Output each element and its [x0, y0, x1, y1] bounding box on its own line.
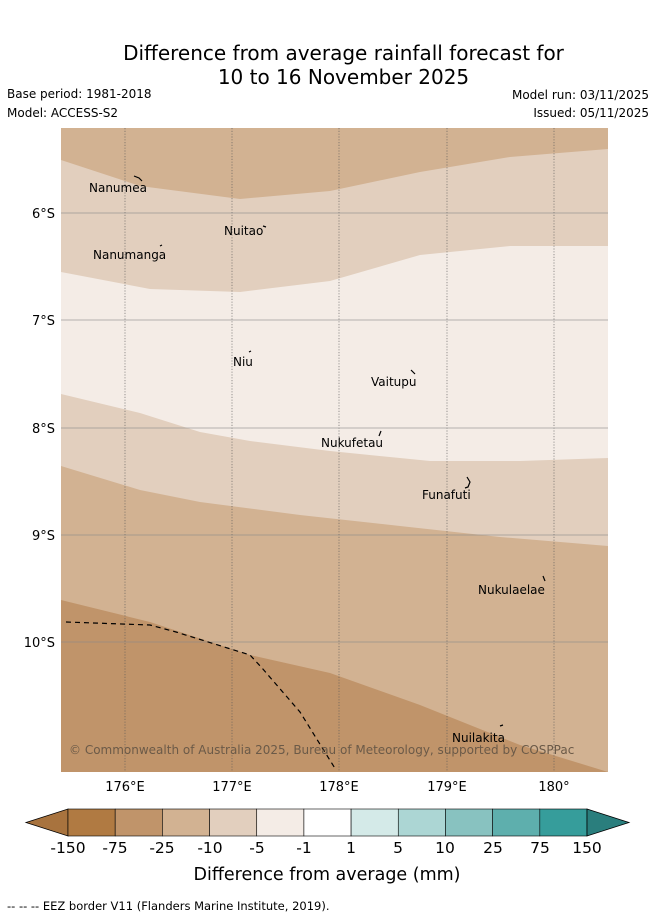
lon-label-178: 178°E [319, 780, 359, 795]
band-minus5 [61, 246, 608, 461]
island-nukulaelae [542, 575, 546, 582]
colorbar-arrow-low [24, 808, 69, 837]
legend-tick-minus5: -5 [249, 839, 264, 857]
legend-label: Difference from average (mm) [193, 865, 460, 885]
title-line-2: 10 to 16 November 2025 [217, 65, 470, 89]
legend-tick-minus75: -75 [102, 839, 127, 857]
place-nuitao: Nuitao [224, 224, 263, 238]
colorbar-segment [67, 808, 116, 837]
island-nanumea [133, 175, 143, 182]
island-niu [248, 350, 252, 353]
legend-tick-25: 25 [483, 839, 503, 857]
colorbar-segment [303, 808, 352, 837]
eez-border [65, 621, 337, 771]
place-vaitupu: Vaitupu [371, 375, 417, 389]
legend-tick-75: 75 [530, 839, 550, 857]
island-nuitao [262, 225, 267, 228]
island-nukufetau [378, 430, 382, 437]
place-nuilakita: Nuilakita [452, 731, 505, 745]
colorbar-segment [492, 808, 541, 837]
legend-tick-1: 1 [346, 839, 356, 857]
title-line-1: Difference from average rainfall forecas… [123, 41, 564, 65]
place-nukufetau: Nukufetau [321, 436, 383, 450]
lat-label-6: 6°S [32, 207, 55, 222]
issued-date: Issued: 05/11/2025 [533, 106, 649, 120]
place-funafuti: Funafuti [422, 488, 471, 502]
lon-label-180: 180° [538, 780, 569, 795]
island-vaitupu [410, 369, 416, 375]
band-minus75 [61, 600, 608, 772]
colorbar [24, 808, 631, 837]
colorbar-segment [539, 808, 588, 837]
place-nanumanga: Nanumanga [93, 248, 166, 262]
lat-label-7: 7°S [32, 314, 55, 329]
model-name: Model: ACCESS-S2 [7, 106, 119, 120]
lon-label-176: 176°E [105, 780, 145, 795]
colorbar-segment [114, 808, 163, 837]
eez-footer-note: -- -- -- EEZ border V11 (Flanders Marine… [7, 899, 330, 913]
legend-tick-minus150: -150 [50, 839, 85, 857]
colorbar-segment [162, 808, 210, 837]
colorbar-segment [209, 808, 258, 837]
model-run: Model run: 03/11/2025 [511, 88, 649, 102]
lon-label-179: 179°E [427, 780, 467, 795]
colorbar-segment [256, 808, 305, 837]
islands [133, 175, 546, 727]
island-nuilakita [499, 724, 504, 727]
colorbar-segment [445, 808, 493, 837]
colorbar-arrow-high [586, 808, 631, 837]
place-niu: Niu [233, 355, 253, 369]
place-nukulaelae: Nukulaelae [478, 583, 545, 597]
island-nanumanga [159, 244, 163, 247]
colorbar-segment [350, 808, 399, 837]
lat-label-9: 9°S [32, 529, 55, 544]
graticule [124, 128, 555, 772]
lon-label-177: 177°E [212, 780, 252, 795]
legend-tick-10: 10 [435, 839, 455, 857]
legend-tick-5: 5 [393, 839, 403, 857]
legend-tick-minus1: -1 [296, 839, 311, 857]
copyright-notice: © Commonwealth of Australia 2025, Bureau… [69, 743, 574, 757]
island-funafuti [464, 476, 471, 489]
graticule-lat [61, 212, 608, 643]
lat-label-8: 8°S [32, 422, 55, 437]
legend-tick-minus25: -25 [149, 839, 174, 857]
rainfall-bands [61, 128, 608, 772]
legend-tick-minus10: -10 [197, 839, 222, 857]
place-nanumea: Nanumea [89, 181, 147, 195]
base-period: Base period: 1981-2018 [7, 87, 152, 101]
legend-tick-150: 150 [572, 839, 602, 857]
lat-label-10: 10°S [24, 636, 55, 651]
colorbar-segment [397, 808, 446, 837]
